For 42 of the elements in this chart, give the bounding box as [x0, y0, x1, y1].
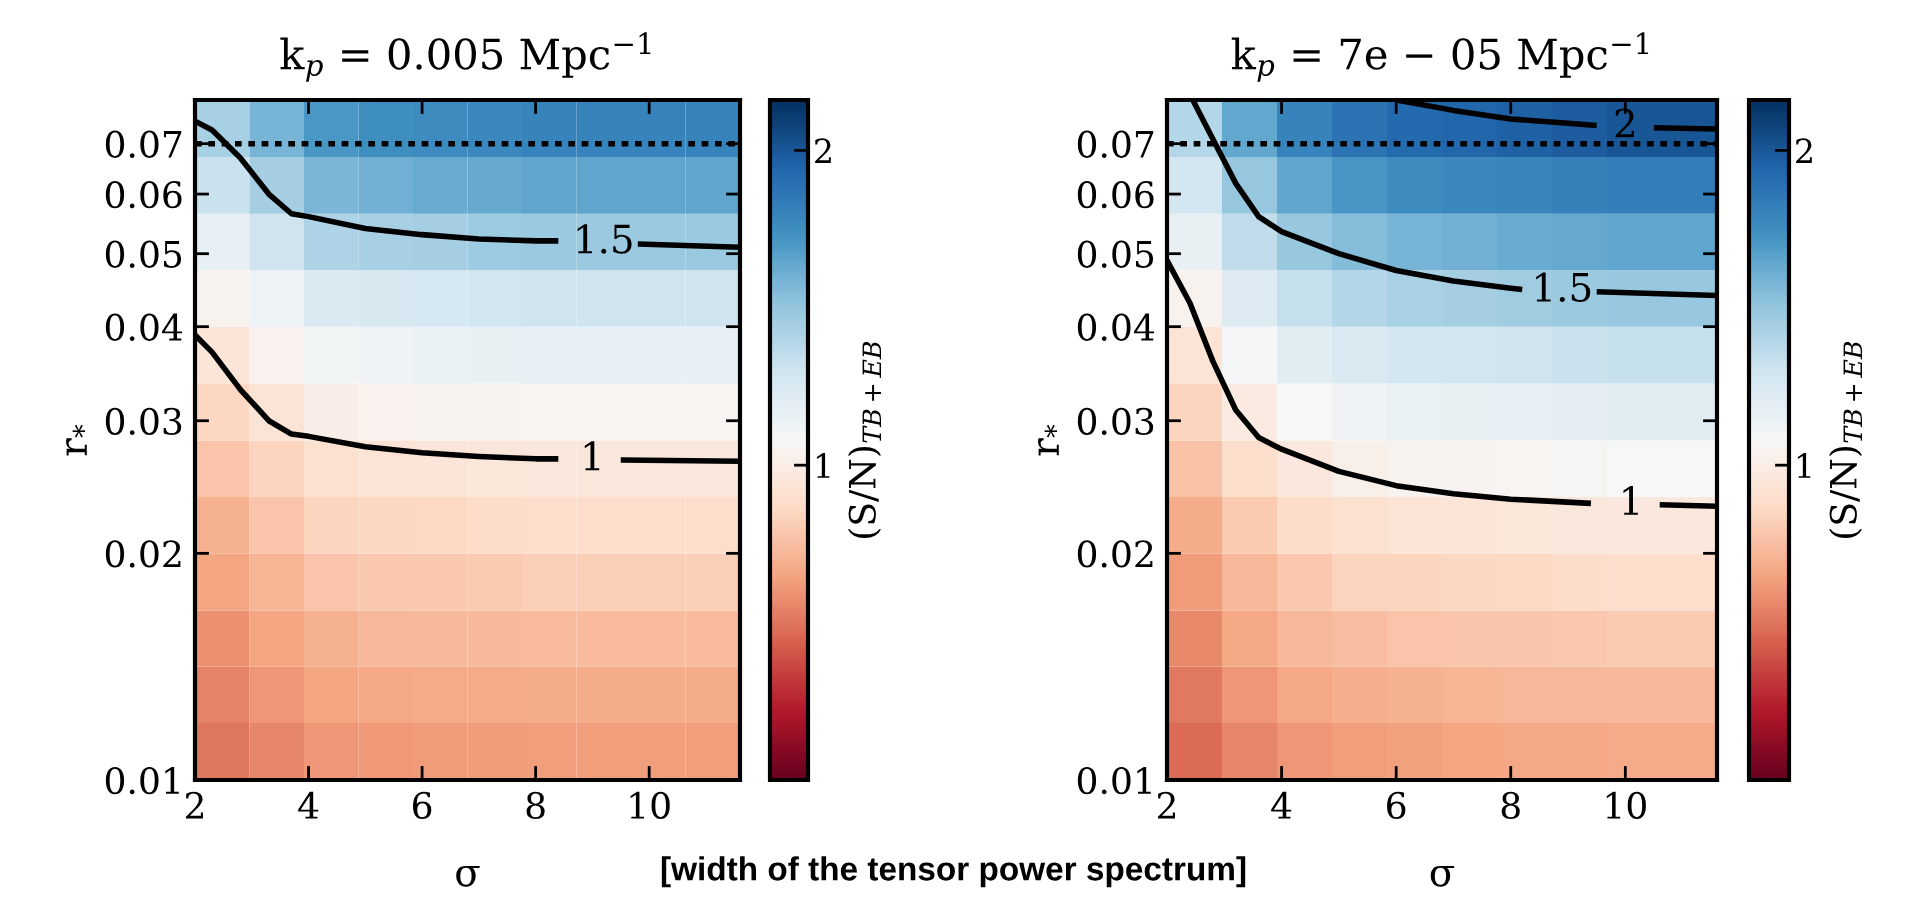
- y-axis-title: r$_{*}$: [1038, 424, 1059, 456]
- y-tick-label: 0.07: [105, 130, 182, 158]
- y-tick-label: 0.02: [105, 540, 181, 568]
- x-tick-label: 2: [185, 791, 203, 819]
- color-bar-label: 2: [1796, 138, 1812, 164]
- x-tick-label: 6: [413, 791, 432, 820]
- annotation: 1.5: [1536, 272, 1591, 302]
- chart-title: k$_{p}$ = 0.005 Mpc$^{−1}$: [280, 32, 651, 82]
- y-tick-label: 0.02: [1077, 540, 1153, 568]
- x-tick-label: 4: [298, 791, 319, 819]
- annotation: 1: [1623, 485, 1638, 515]
- color-bar-title: (S/N)$_{TB+EB}$: [847, 341, 882, 538]
- color-bar-label: 2: [815, 138, 831, 164]
- y-tick-label: 0.04: [1077, 313, 1155, 341]
- annotation: 1.5: [577, 224, 632, 254]
- color-bar-label: 1: [1797, 453, 1811, 478]
- chart-title: k$_{p}$ = 7e − 05 Mpc$^{−1}$: [1231, 32, 1649, 82]
- y-axis-title: r$_{*}$: [66, 424, 87, 456]
- y-tick-label: 0.06: [1077, 180, 1154, 209]
- x-tick-label: 6: [1387, 791, 1406, 820]
- annotation: 2: [1615, 108, 1634, 138]
- x-tick-label: 10: [1606, 791, 1646, 820]
- y-tick-label: 0.03: [105, 407, 182, 435]
- x-axis-title: σ: [456, 865, 480, 887]
- y-tick-label: 0.01: [1077, 766, 1151, 795]
- color-bar-label: 1: [816, 453, 830, 478]
- x-tick-label: 4: [1271, 791, 1292, 819]
- annotation: 1: [584, 441, 600, 471]
- x-tick-label: 10: [630, 791, 670, 820]
- y-tick-label: 0.06: [105, 180, 182, 209]
- text: [width of the tensor power spectrum]: [661, 856, 1246, 888]
- y-tick-label: 0.07: [1077, 130, 1154, 158]
- x-tick-label: 8: [1501, 791, 1520, 820]
- y-tick-label: 0.04: [105, 313, 183, 341]
- x-axis-title: σ: [1430, 865, 1455, 887]
- x-tick-label: 2: [1157, 791, 1175, 819]
- x-tick-label: 8: [526, 791, 545, 820]
- y-tick-label: 0.05: [1077, 240, 1154, 268]
- y-tick-label: 0.03: [1077, 407, 1154, 435]
- color-bar-title: (S/N)$_{TB+EB}$: [1828, 341, 1863, 538]
- y-tick-label: 0.01: [105, 766, 179, 795]
- y-tick-label: 0.05: [105, 240, 182, 268]
